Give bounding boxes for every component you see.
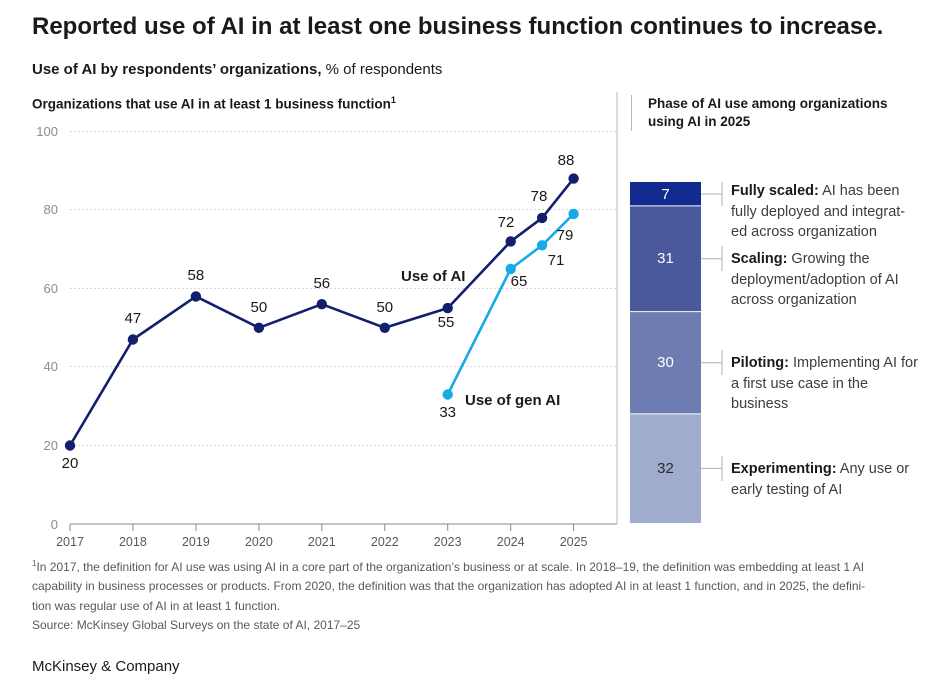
svg-text:2023: 2023 bbox=[434, 535, 462, 549]
svg-text:33: 33 bbox=[439, 404, 456, 421]
svg-text:88: 88 bbox=[558, 152, 575, 169]
svg-text:Use of AI: Use of AI bbox=[401, 268, 465, 285]
svg-text:50: 50 bbox=[376, 299, 393, 316]
svg-text:100: 100 bbox=[36, 124, 58, 139]
svg-text:7: 7 bbox=[661, 186, 669, 203]
svg-text:2020: 2020 bbox=[245, 535, 273, 549]
svg-text:20: 20 bbox=[62, 455, 79, 472]
svg-text:2018: 2018 bbox=[119, 535, 147, 549]
svg-text:Use of gen AI: Use of gen AI bbox=[465, 392, 560, 409]
svg-text:58: 58 bbox=[188, 267, 205, 284]
svg-text:31: 31 bbox=[657, 250, 674, 267]
svg-text:20: 20 bbox=[44, 438, 58, 453]
svg-text:2021: 2021 bbox=[308, 535, 336, 549]
svg-text:80: 80 bbox=[44, 202, 58, 217]
svg-text:60: 60 bbox=[44, 281, 58, 296]
svg-text:47: 47 bbox=[125, 310, 142, 327]
svg-text:40: 40 bbox=[44, 359, 58, 374]
svg-text:2024: 2024 bbox=[497, 535, 525, 549]
svg-text:2017: 2017 bbox=[56, 535, 84, 549]
svg-text:78: 78 bbox=[531, 188, 548, 205]
svg-text:72: 72 bbox=[498, 214, 515, 231]
svg-text:55: 55 bbox=[438, 314, 455, 331]
svg-text:2019: 2019 bbox=[182, 535, 210, 549]
svg-text:50: 50 bbox=[251, 299, 268, 316]
svg-text:71: 71 bbox=[548, 252, 565, 269]
svg-text:32: 32 bbox=[657, 460, 674, 477]
svg-text:30: 30 bbox=[657, 354, 674, 371]
svg-text:2022: 2022 bbox=[371, 535, 399, 549]
svg-text:79: 79 bbox=[557, 227, 574, 244]
svg-text:2025: 2025 bbox=[560, 535, 588, 549]
svg-text:56: 56 bbox=[313, 275, 330, 292]
svg-text:65: 65 bbox=[511, 273, 528, 290]
svg-text:0: 0 bbox=[51, 517, 58, 532]
